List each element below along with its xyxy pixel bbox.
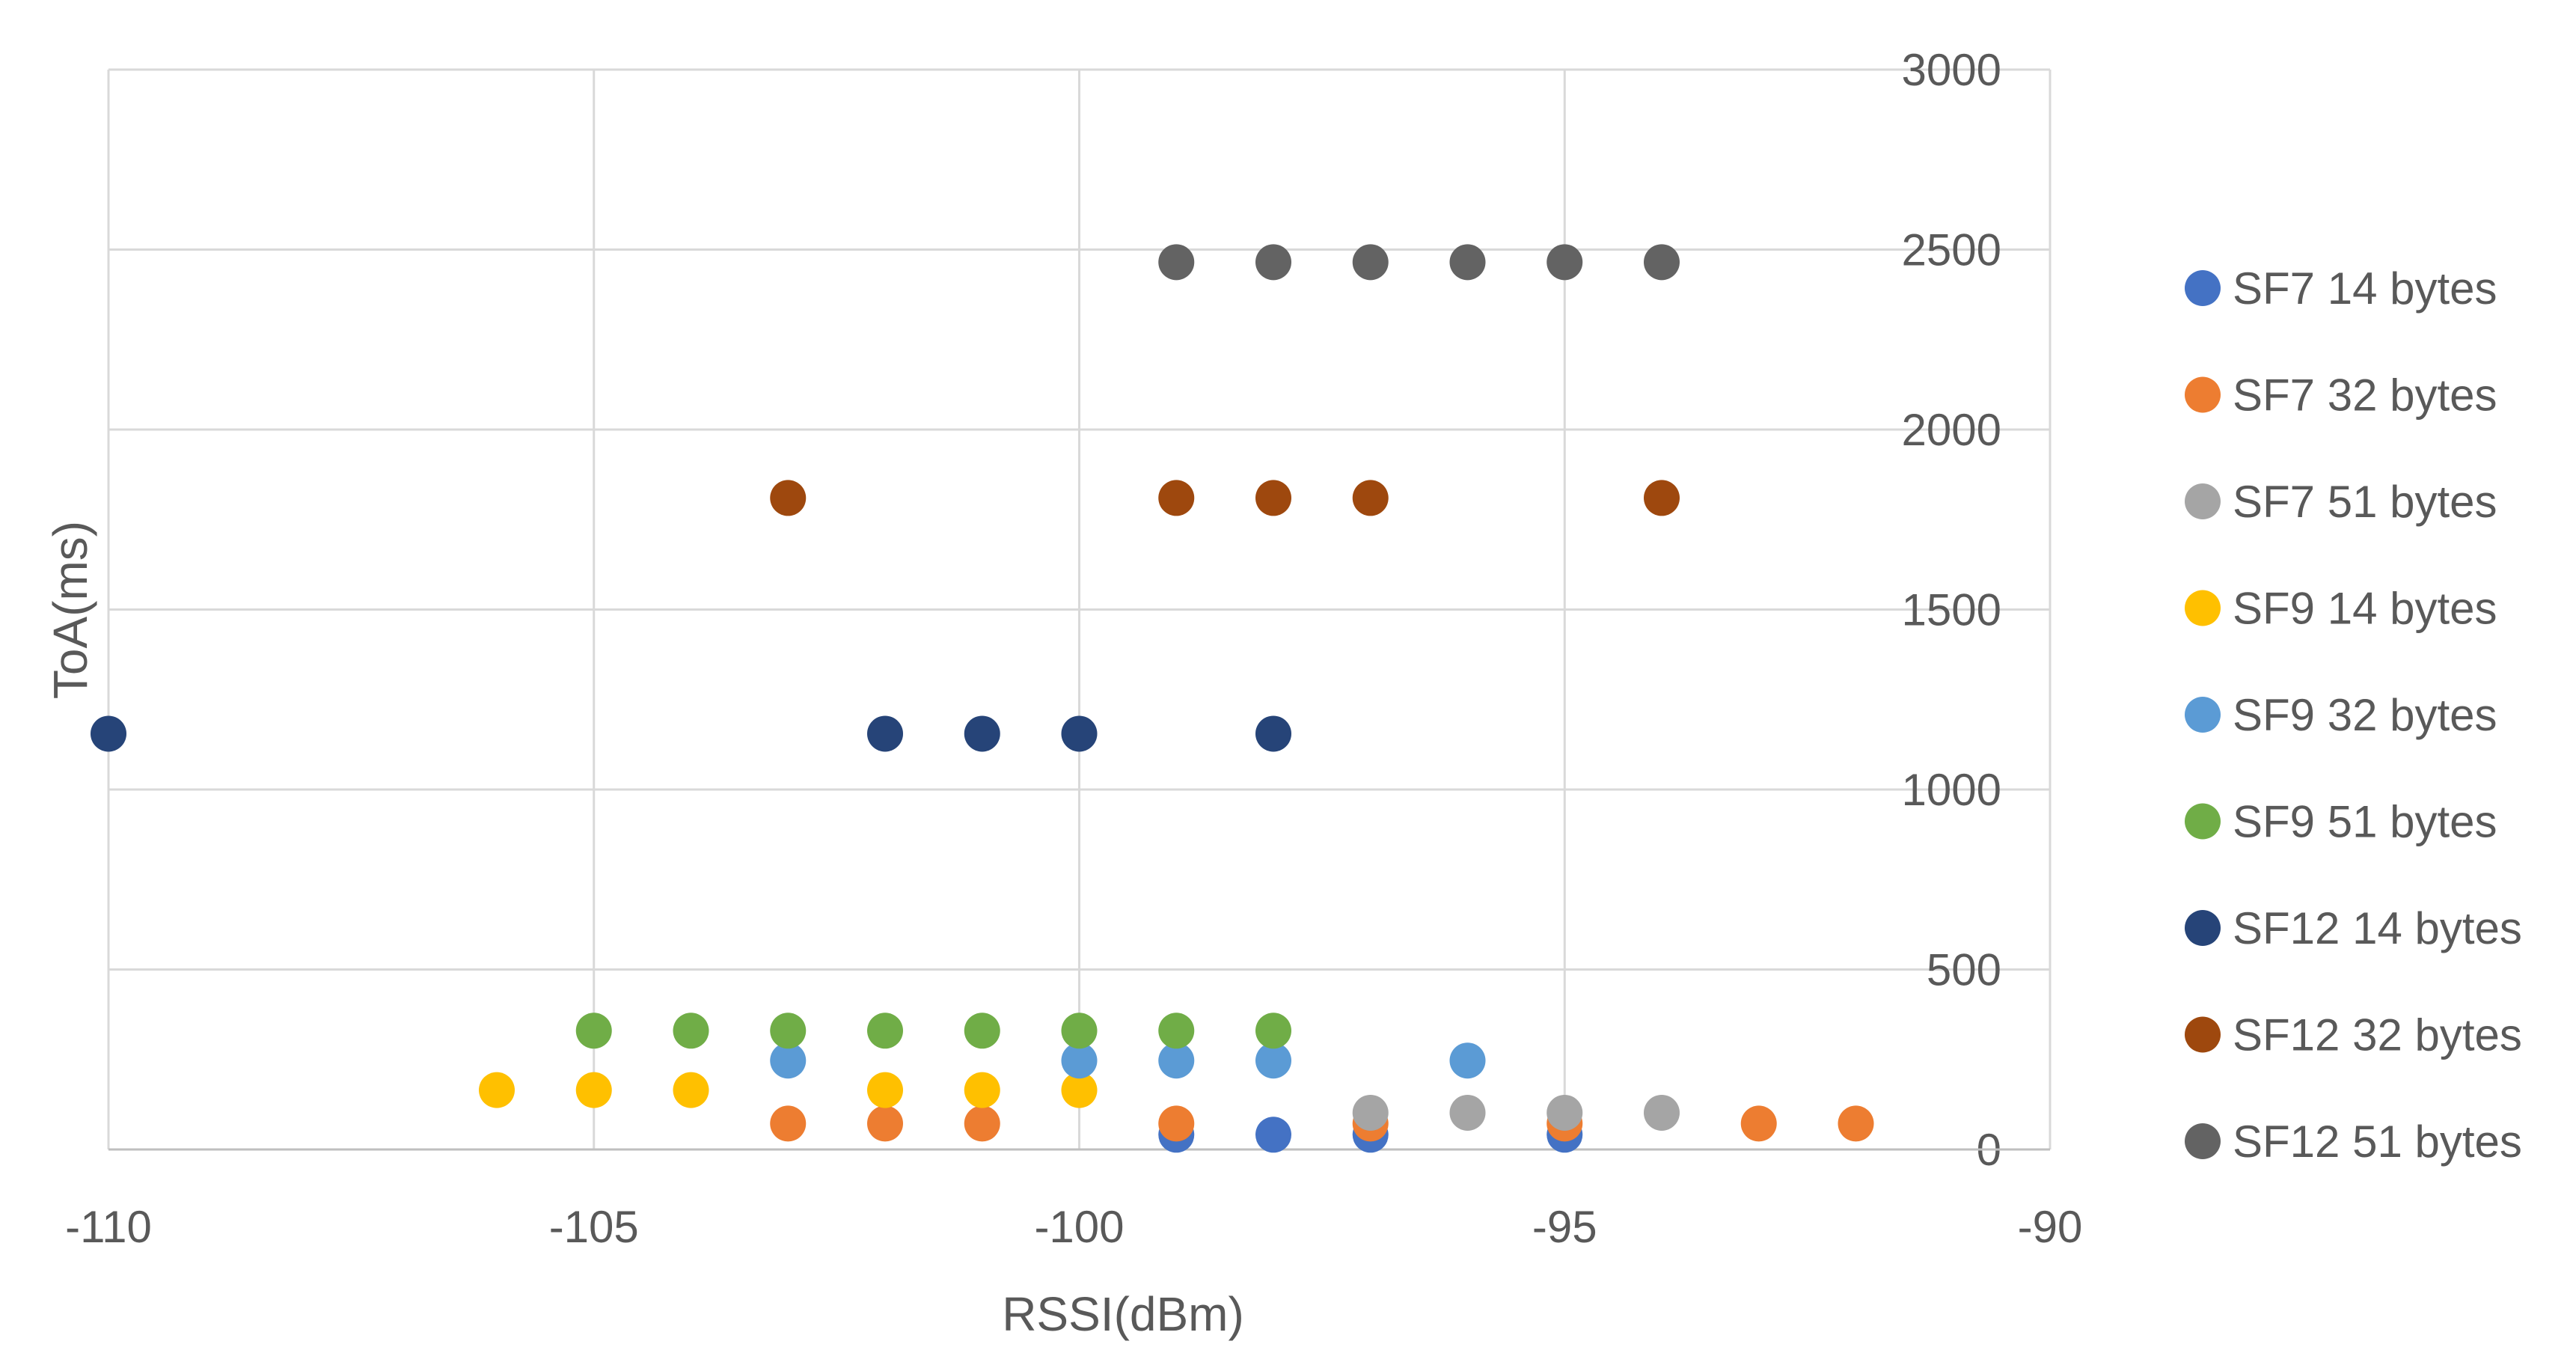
point-sf9-51-bytes (1061, 1013, 1098, 1049)
legend-marker (2185, 803, 2221, 840)
legend-marker (2185, 1123, 2221, 1159)
point-sf7-51-bytes (1644, 1094, 1680, 1131)
point-sf7-32-bytes (1740, 1105, 1777, 1142)
point-sf12-14-bytes (867, 715, 903, 752)
point-sf9-51-bytes (575, 1013, 612, 1049)
y-tick-label: 3000 (1902, 45, 2001, 95)
legend-item-sf9-51-bytes: SF9 51 bytes (2185, 797, 2497, 847)
y-tick-label: 500 (1927, 945, 2001, 995)
point-sf12-51-bytes (1255, 244, 1291, 281)
x-axis-title: RSSI(dBm) (1002, 1287, 1244, 1341)
point-sf9-14-bytes (479, 1072, 515, 1108)
point-sf12-14-bytes (91, 715, 126, 752)
point-sf12-32-bytes (1255, 480, 1291, 516)
point-sf9-32-bytes (1061, 1042, 1098, 1079)
legend-marker (2185, 1016, 2221, 1053)
point-sf12-32-bytes (1644, 480, 1680, 516)
point-sf7-32-bytes (770, 1105, 807, 1142)
legend: SF7 14 bytes SF7 32 bytes SF7 51 bytes SF9 … (2185, 263, 2522, 1167)
point-sf7-32-bytes (1158, 1105, 1195, 1142)
point-sf9-51-bytes (1255, 1013, 1291, 1049)
legend-label: SF7 14 bytes (2233, 263, 2497, 314)
point-sf9-51-bytes (964, 1013, 1000, 1049)
point-sf7-32-bytes (964, 1105, 1000, 1142)
point-sf12-14-bytes (1255, 715, 1291, 752)
point-sf9-32-bytes (1255, 1042, 1291, 1079)
x-tick-label: -95 (1532, 1202, 1597, 1252)
legend-item-sf7-14-bytes: SF7 14 bytes (2185, 263, 2497, 314)
legend-label: SF12 14 bytes (2233, 903, 2522, 953)
x-tick-label: -105 (549, 1202, 639, 1252)
legend-item-sf12-51-bytes: SF12 51 bytes (2185, 1117, 2522, 1167)
point-sf9-51-bytes (673, 1013, 709, 1049)
legend-label: SF7 51 bytes (2233, 477, 2497, 527)
point-sf7-51-bytes (1546, 1094, 1583, 1131)
point-sf9-32-bytes (1158, 1042, 1195, 1079)
point-sf12-14-bytes (964, 715, 1000, 752)
legend-item-sf7-32-bytes: SF7 32 bytes (2185, 370, 2497, 421)
point-sf12-51-bytes (1158, 244, 1195, 281)
point-sf12-51-bytes (1546, 244, 1583, 281)
legend-marker (2185, 697, 2221, 733)
legend-item-sf9-14-bytes: SF9 14 bytes (2185, 584, 2497, 634)
legend-label: SF12 32 bytes (2233, 1010, 2522, 1060)
point-sf9-32-bytes (1449, 1042, 1486, 1079)
point-sf12-14-bytes (1061, 715, 1098, 752)
point-sf9-51-bytes (770, 1013, 807, 1049)
legend-item-sf7-51-bytes: SF7 51 bytes (2185, 477, 2497, 527)
legend-item-sf9-32-bytes: SF9 32 bytes (2185, 690, 2497, 740)
legend-item-sf12-14-bytes: SF12 14 bytes (2185, 903, 2522, 953)
point-sf7-32-bytes (867, 1105, 903, 1142)
point-sf9-32-bytes (770, 1042, 807, 1079)
legend-label: SF12 51 bytes (2233, 1117, 2522, 1167)
point-sf12-32-bytes (770, 480, 807, 516)
legend-label: SF9 32 bytes (2233, 690, 2497, 740)
legend-label: SF9 14 bytes (2233, 584, 2497, 634)
y-tick-label: 1500 (1902, 585, 2001, 635)
y-axis-title: ToA(ms) (43, 521, 97, 699)
legend-item-sf12-32-bytes: SF12 32 bytes (2185, 1010, 2522, 1060)
point-sf12-32-bytes (1352, 480, 1389, 516)
point-sf9-14-bytes (964, 1072, 1000, 1108)
legend-marker (2185, 910, 2221, 946)
point-sf7-32-bytes (1838, 1105, 1874, 1142)
y-tick-label: 2000 (1902, 405, 2001, 455)
point-sf7-14-bytes (1255, 1117, 1291, 1153)
point-sf12-51-bytes (1449, 244, 1486, 281)
y-tick-label: 1000 (1902, 765, 2001, 815)
legend-marker (2185, 590, 2221, 626)
point-sf9-14-bytes (673, 1072, 709, 1108)
point-sf12-51-bytes (1352, 244, 1389, 281)
legend-marker (2185, 483, 2221, 519)
point-sf9-14-bytes (1061, 1072, 1098, 1108)
legend-label: SF9 51 bytes (2233, 797, 2497, 847)
legend-label: SF7 32 bytes (2233, 370, 2497, 421)
legend-marker (2185, 270, 2221, 306)
point-sf9-14-bytes (575, 1072, 612, 1108)
point-sf7-51-bytes (1352, 1094, 1389, 1131)
y-tick-label: 2500 (1902, 225, 2001, 275)
x-tick-label: -110 (65, 1202, 152, 1252)
point-sf9-51-bytes (1158, 1013, 1195, 1049)
point-sf9-14-bytes (867, 1072, 903, 1108)
data-points (91, 244, 1874, 1153)
point-sf12-32-bytes (1158, 480, 1195, 516)
x-tick-label: -90 (2018, 1202, 2083, 1252)
x-tick-label: -100 (1034, 1202, 1124, 1252)
legend-marker (2185, 376, 2221, 413)
point-sf9-51-bytes (867, 1013, 903, 1049)
point-sf7-51-bytes (1449, 1094, 1486, 1131)
point-sf12-51-bytes (1644, 244, 1680, 281)
